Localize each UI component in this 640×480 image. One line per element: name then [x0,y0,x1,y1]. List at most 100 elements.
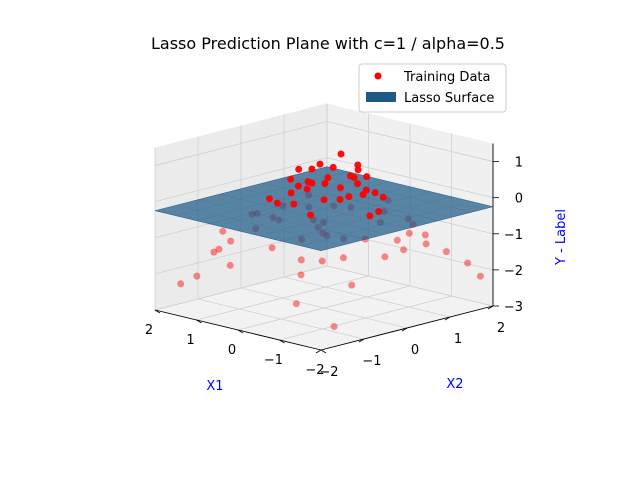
data-point [287,189,295,197]
gridline-z-right-wall [326,265,494,307]
data-point [292,300,300,308]
z-tick-label: 1 [515,156,523,171]
y-tick-mark [315,349,322,354]
gridline-z-left-wall [154,121,328,166]
y-tick-label: −2 [319,365,338,380]
x-tick-mark [154,309,161,314]
legend: Training Data Lasso Surface [358,63,507,113]
x-tick-mark [237,329,244,334]
tick-labels: −2 −1 0 1 2 −2 −1 0 1 2 −3 −2 −1 0 1 [145,156,523,380]
x-tick-mark [320,349,327,354]
data-point [348,281,356,289]
y-tick-label: 2 [497,321,505,336]
data-point [337,150,345,158]
x-tick-label: 1 [186,333,194,348]
y-tick-label: 0 [411,343,419,358]
data-point [345,193,353,201]
z-axis-label: Y - Label [554,209,569,266]
points-front-of-surface [265,150,387,220]
x-tick-label: 0 [228,343,236,358]
data-point [227,237,235,245]
gridline-y-floor [197,298,365,340]
surface-mesh-line [175,171,348,216]
data-point [350,174,358,181]
surface-mesh-line [217,181,390,226]
chart-title: Lasso Prediction Plane with c=1 / alpha=… [151,34,505,53]
data-point [177,280,185,288]
data-point [287,175,295,183]
y-tick-mark [444,316,451,321]
data-point [318,257,326,265]
lasso-surface [154,166,494,251]
legend-marker-lasso-surface [366,92,396,102]
x-tick-label: −1 [264,353,283,368]
y-tick-mark [401,327,408,332]
data-point [381,253,389,261]
data-point [405,229,413,237]
data-point [379,193,387,201]
data-point [303,185,311,193]
data-point [226,261,234,269]
z-tick-label: −3 [504,300,523,315]
data-point [339,254,347,262]
axis-lines [154,143,499,354]
x-tick-mark [279,339,285,344]
legend-label-training-data: Training Data [403,70,490,85]
data-point [307,211,314,219]
data-point [304,178,312,186]
data-point [321,180,329,187]
data-point [422,240,430,248]
z-tick-label: 0 [515,192,523,207]
x-tick-label: 2 [145,323,153,338]
data-point [320,196,328,204]
x-axis-label: X1 [206,379,223,394]
data-point [265,195,273,203]
gridline-y-floor [283,276,451,318]
data-point [354,180,361,188]
surface-mesh-line [305,172,472,213]
data-point [316,160,324,168]
y-tick-mark [358,338,365,343]
data-point [297,256,305,264]
data-point [476,272,484,280]
gridline-z-left-wall [154,265,328,311]
surface-mesh-line [196,176,369,221]
data-point [324,174,332,182]
data-point [421,231,429,239]
data-point [393,236,401,244]
y-tick-label: 1 [454,332,462,347]
data-point [400,246,408,254]
data-point [366,212,374,220]
y-tick-label: −1 [362,354,381,369]
data-point [295,165,303,173]
data-point [363,173,371,181]
data-point [336,184,344,192]
data-point [268,244,276,252]
data-point [215,245,223,253]
data-point [294,182,302,190]
x-tick-mark [196,319,202,324]
data-point [210,248,218,256]
x-tick-label: −2 [305,363,324,378]
y-axis-label: X2 [446,377,463,392]
data-point [330,323,338,330]
data-point [273,199,281,207]
data-point [354,166,362,174]
data-point [297,271,305,279]
data-point [308,165,316,173]
z-tick-label: −2 [504,264,523,279]
data-point [329,163,337,171]
z-tick-label: −1 [504,228,523,243]
data-point [359,191,367,199]
data-point [336,195,344,203]
legend-marker-training-data [374,72,382,80]
gridline-y-floor [240,287,408,329]
data-point [375,208,383,215]
data-point [219,227,227,235]
gridline-z-right-wall [326,121,494,162]
data-point [290,200,298,208]
data-point [371,189,379,197]
data-point [442,248,450,256]
data-point [464,259,472,267]
